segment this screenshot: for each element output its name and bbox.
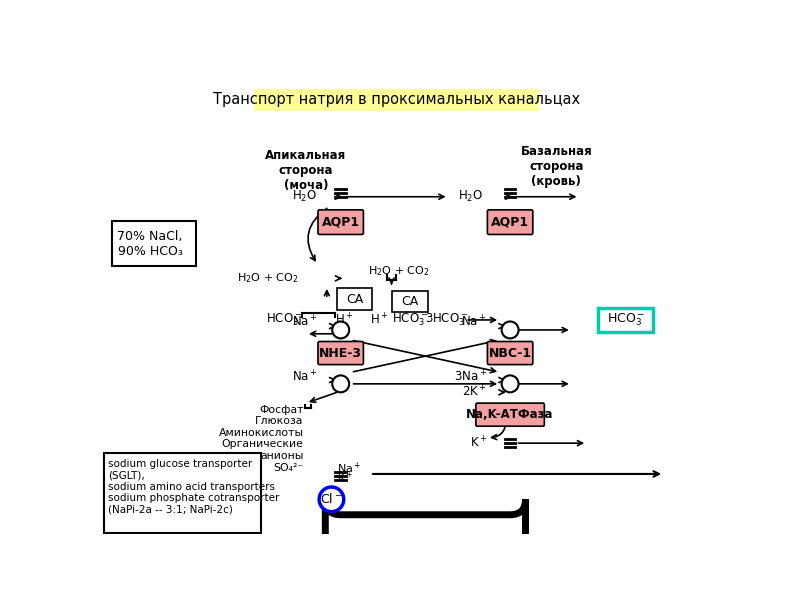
Text: H$_2$O: H$_2$O xyxy=(458,189,483,204)
FancyBboxPatch shape xyxy=(337,289,372,310)
Text: 3Na$^+$: 3Na$^+$ xyxy=(454,369,487,385)
FancyBboxPatch shape xyxy=(112,221,196,266)
Text: K$^+$: K$^+$ xyxy=(470,436,487,451)
Text: Na$^+$: Na$^+$ xyxy=(292,314,318,330)
Text: Фосфат
Глюкоза
Аминокислоты
Органические
анионы
SO₄²⁻: Фосфат Глюкоза Аминокислоты Органические… xyxy=(218,404,304,473)
FancyBboxPatch shape xyxy=(104,453,262,533)
Text: HCO$_3^-$: HCO$_3^-$ xyxy=(266,311,302,328)
FancyBboxPatch shape xyxy=(318,341,363,365)
FancyBboxPatch shape xyxy=(476,403,544,426)
Text: Cl$^-$: Cl$^-$ xyxy=(320,493,342,506)
Circle shape xyxy=(502,376,518,392)
Text: HCO$_3^-$: HCO$_3^-$ xyxy=(606,311,645,328)
FancyBboxPatch shape xyxy=(318,210,363,235)
Text: HCO$_3^-$: HCO$_3^-$ xyxy=(392,311,428,328)
Circle shape xyxy=(502,322,518,338)
Circle shape xyxy=(332,322,349,338)
Text: H$_2$O + CO$_2$: H$_2$O + CO$_2$ xyxy=(237,271,298,285)
Text: CA: CA xyxy=(346,293,363,305)
Text: H$_2$O: H$_2$O xyxy=(293,189,318,204)
Text: H$^+$: H$^+$ xyxy=(370,312,389,328)
Text: Na$^+$: Na$^+$ xyxy=(462,314,487,330)
Text: H$^+$: H$^+$ xyxy=(334,312,353,328)
Text: Базальная
сторона
(кровь): Базальная сторона (кровь) xyxy=(521,145,592,188)
Text: CA: CA xyxy=(402,295,418,308)
Text: AQP1: AQP1 xyxy=(322,215,360,229)
Text: Апикальная
сторона
(моча): Апикальная сторона (моча) xyxy=(266,149,346,192)
FancyBboxPatch shape xyxy=(326,499,526,600)
FancyBboxPatch shape xyxy=(487,210,533,235)
Text: H$_2$O + CO$_2$: H$_2$O + CO$_2$ xyxy=(368,264,430,278)
Text: 2K$^+$: 2K$^+$ xyxy=(462,385,487,400)
Text: AQP1: AQP1 xyxy=(491,215,529,229)
FancyBboxPatch shape xyxy=(254,89,539,110)
Circle shape xyxy=(319,487,344,512)
Circle shape xyxy=(332,376,349,392)
Text: K$^+$: K$^+$ xyxy=(337,470,354,485)
Text: sodium glucose transporter
(SGLT),
sodium amino acid transporters
sodium phospha: sodium glucose transporter (SGLT), sodiu… xyxy=(108,458,279,515)
Text: 70% NaCl,
90% HCO₃: 70% NaCl, 90% HCO₃ xyxy=(118,230,182,258)
FancyBboxPatch shape xyxy=(392,290,428,312)
Text: NHE-3: NHE-3 xyxy=(319,347,362,359)
Text: 3HCO$_3^-$: 3HCO$_3^-$ xyxy=(425,311,468,328)
Text: Транспорт натрия в проксимальных канальцах: Транспорт натрия в проксимальных канальц… xyxy=(214,92,581,107)
FancyBboxPatch shape xyxy=(598,308,653,332)
FancyBboxPatch shape xyxy=(487,341,533,365)
Text: NBC-1: NBC-1 xyxy=(489,347,532,359)
Text: Na$^+$: Na$^+$ xyxy=(292,369,318,385)
Text: Na,K-АТФаза: Na,K-АТФаза xyxy=(466,408,554,421)
Text: Na$^+$: Na$^+$ xyxy=(337,461,362,476)
